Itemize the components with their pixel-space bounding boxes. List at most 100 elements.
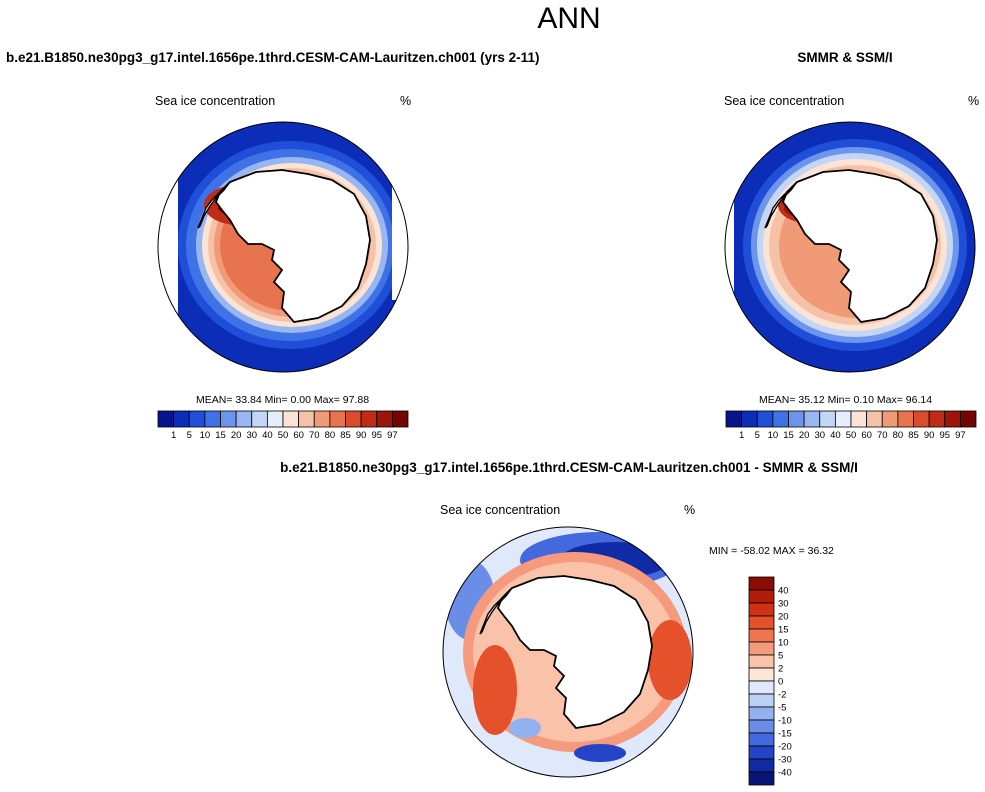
panel3-colorbar-swatch — [748, 667, 775, 682]
panel3-south-negative — [574, 744, 626, 762]
panel1-colorbar-swatch — [282, 410, 300, 428]
panel3-colorbar-swatch — [748, 589, 775, 604]
panel3-colorbar-tick-label: 0 — [778, 677, 783, 688]
panel2-colorbar-tick-label: 50 — [846, 430, 857, 441]
panel2-units-label: % — [968, 94, 980, 108]
panel1-map — [157, 121, 409, 373]
panel1-colorbar: 1 5 10 15 20 30 40 50 60 70 80 85 90 95 97 — [157, 410, 409, 441]
panel2-stats: MEAN= 35.12 Min= 0.10 Max= 96.14 — [759, 394, 933, 406]
panel1-colorbar-swatch — [157, 410, 175, 428]
panel3-units-label: % — [684, 503, 696, 517]
panel2-colorbar: 1 5 10 15 20 30 40 50 60 70 80 85 90 95 97 — [725, 410, 977, 441]
panel3-colorbar-swatch — [748, 576, 775, 591]
panel1-colorbar-swatch — [360, 410, 378, 428]
panel2-colorbar-swatch — [803, 410, 821, 428]
panel2-colorbar-swatch — [819, 410, 836, 428]
panel1-colorbar-swatch — [235, 410, 253, 428]
panel3-colorbar-tick-label: 20 — [778, 612, 789, 623]
panel3-southwest-negative — [509, 718, 541, 738]
panel3-variable-label: Sea ice concentration — [440, 503, 561, 517]
panel2-colorbar-swatch — [741, 410, 758, 428]
panel1-stats: MEAN= 33.84 Min= 0.00 Max= 97.88 — [196, 394, 370, 406]
panel1-colorbar-tick-label: 60 — [293, 430, 304, 441]
panel3-map — [442, 526, 694, 778]
case2-title: SMMR & SSM/I — [797, 50, 893, 65]
panel3-colorbar-tick-label: 30 — [778, 599, 789, 610]
panel2-colorbar-swatch — [850, 410, 868, 428]
panel1-colorbar-tick-label: 20 — [231, 430, 242, 441]
panel2-variable-label: Sea ice concentration — [724, 94, 845, 108]
panel2-colorbar-swatch — [772, 410, 789, 428]
panel1-colorbar-swatch — [266, 410, 284, 428]
figure-title: ANN — [537, 2, 601, 35]
panel1-colorbar-swatch — [345, 410, 362, 428]
panel1-variable-label: Sea ice concentration — [155, 94, 276, 108]
panel2-colorbar-swatch — [897, 410, 914, 428]
panel3-colorbar-tick-label: -2 — [778, 690, 786, 701]
panel1-colorbar-tick-label: 5 — [187, 430, 192, 441]
panel3-colorbar-swatch — [748, 706, 775, 721]
panel2-colorbar-swatch — [913, 410, 930, 428]
panel1-colorbar-tick-label: 50 — [278, 430, 289, 441]
panel2-colorbar-tick-label: 70 — [877, 430, 888, 441]
panel3-colorbar-tick-label: 15 — [778, 625, 789, 636]
panel1-colorbar-swatch — [251, 410, 268, 428]
panel2-colorbar-tick-label: 10 — [768, 430, 779, 441]
panel3-west-positive — [473, 645, 517, 735]
panel1-gap-east — [392, 150, 408, 300]
panel2-colorbar-tick-label: 30 — [814, 430, 825, 441]
panel1-colorbar-tick-label: 97 — [387, 430, 398, 441]
panel1-colorbar-tick-label: 95 — [371, 430, 382, 441]
panel2-map-boundary — [724, 121, 976, 373]
panel1-units-label: % — [400, 94, 412, 108]
panel2-colorbar-tick-label: 1 — [739, 430, 744, 441]
panel3-stats: MIN = -58.02 MAX = 36.32 — [709, 545, 834, 557]
panel3-colorbar-tick-label: -30 — [778, 755, 792, 766]
panel1-colorbar-swatch — [173, 410, 190, 428]
panel3-colorbar-tick-label: -15 — [778, 729, 792, 740]
panel3-colorbar-tick-label: -40 — [778, 768, 792, 779]
panel1-colorbar-tick-label: 10 — [200, 430, 211, 441]
panel1-colorbar-swatch — [188, 410, 206, 428]
panel3-colorbar-tick-label: 5 — [778, 651, 783, 662]
panel1-colorbar-swatch — [391, 410, 409, 428]
panel1-colorbar-tick-label: 80 — [325, 430, 336, 441]
panel1-colorbar-swatch — [204, 410, 221, 428]
panel1-colorbar-tick-label: 90 — [356, 430, 367, 441]
panel3-colorbar-swatch — [748, 628, 775, 643]
panel3-colorbar-tick-label: 10 — [778, 638, 789, 649]
panel2-colorbar-tick-label: 85 — [908, 430, 919, 441]
panel2-colorbar-swatch — [756, 410, 774, 428]
panel2-colorbar-tick-label: 20 — [799, 430, 810, 441]
panel2-colorbar-swatch — [881, 410, 899, 428]
panel1-colorbar-swatch — [220, 410, 237, 428]
panel3-colorbar-swatch — [748, 758, 775, 773]
panel3-colorbar-swatch — [748, 615, 775, 630]
panel3-map-boundary — [442, 526, 694, 778]
panel3-colorbar-swatch — [748, 745, 775, 760]
panel3-colorbar-swatch — [748, 719, 775, 734]
panel2-colorbar-tick-label: 90 — [924, 430, 935, 441]
panel3-colorbar-tick-label: -5 — [778, 703, 786, 714]
panel2-gap-west — [725, 190, 734, 370]
panel1-colorbar-tick-label: 85 — [340, 430, 351, 441]
case1-title: b.e21.B1850.ne30pg3_g17.intel.1656pe.1th… — [6, 50, 540, 65]
panel1-colorbar-swatch — [376, 410, 393, 428]
panel3-east-positive — [648, 620, 692, 700]
panel3-colorbar-tick-label: 40 — [778, 586, 789, 597]
panel2-colorbar-tick-label: 95 — [939, 430, 950, 441]
panel2-colorbar-tick-label: 60 — [861, 430, 872, 441]
panel3-colorbar-swatch — [748, 654, 775, 669]
panel1-colorbar-swatch — [329, 410, 346, 428]
panel1-colorbar-tick-label: 30 — [246, 430, 257, 441]
panel1-colorbar-tick-label: 40 — [262, 430, 273, 441]
diff-title: b.e21.B1850.ne30pg3_g17.intel.1656pe.1th… — [280, 460, 858, 475]
panel2-colorbar-swatch — [959, 410, 977, 428]
panel3-colorbar-swatch — [748, 602, 775, 617]
panel1-map-boundary — [157, 121, 409, 373]
panel2-colorbar-tick-label: 15 — [783, 430, 794, 441]
panel2-colorbar-swatch — [788, 410, 805, 428]
panel2-colorbar-tick-label: 40 — [830, 430, 841, 441]
